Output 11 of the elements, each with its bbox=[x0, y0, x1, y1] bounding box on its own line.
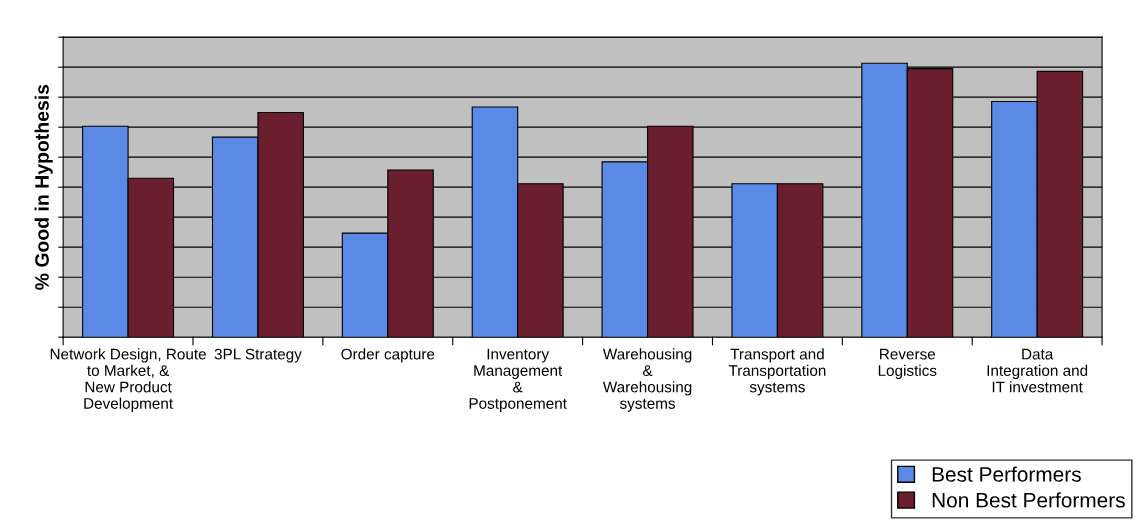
x-tick-label: Network Design, Route to Market, & New Product Development bbox=[50, 348, 206, 412]
x-tick-label: Order capture bbox=[341, 348, 435, 363]
y-axis-title: % Good in Hypothesis bbox=[34, 84, 53, 290]
x-tick-label: Reverse Logistics bbox=[878, 348, 937, 379]
legend-label: Best Performers bbox=[932, 466, 1081, 482]
x-tick-label: Transport and Transportation systems bbox=[728, 348, 826, 396]
legend-label: Non Best Performers bbox=[932, 492, 1125, 508]
x-tick-label: Inventory Management & Postponement bbox=[469, 348, 567, 412]
x-tick-label: 3PL Strategy bbox=[214, 348, 302, 363]
x-tick-label: Data Integration and IT investment bbox=[987, 348, 1088, 393]
x-tick-label: Warehousing & Warehousing systems bbox=[602, 348, 692, 412]
